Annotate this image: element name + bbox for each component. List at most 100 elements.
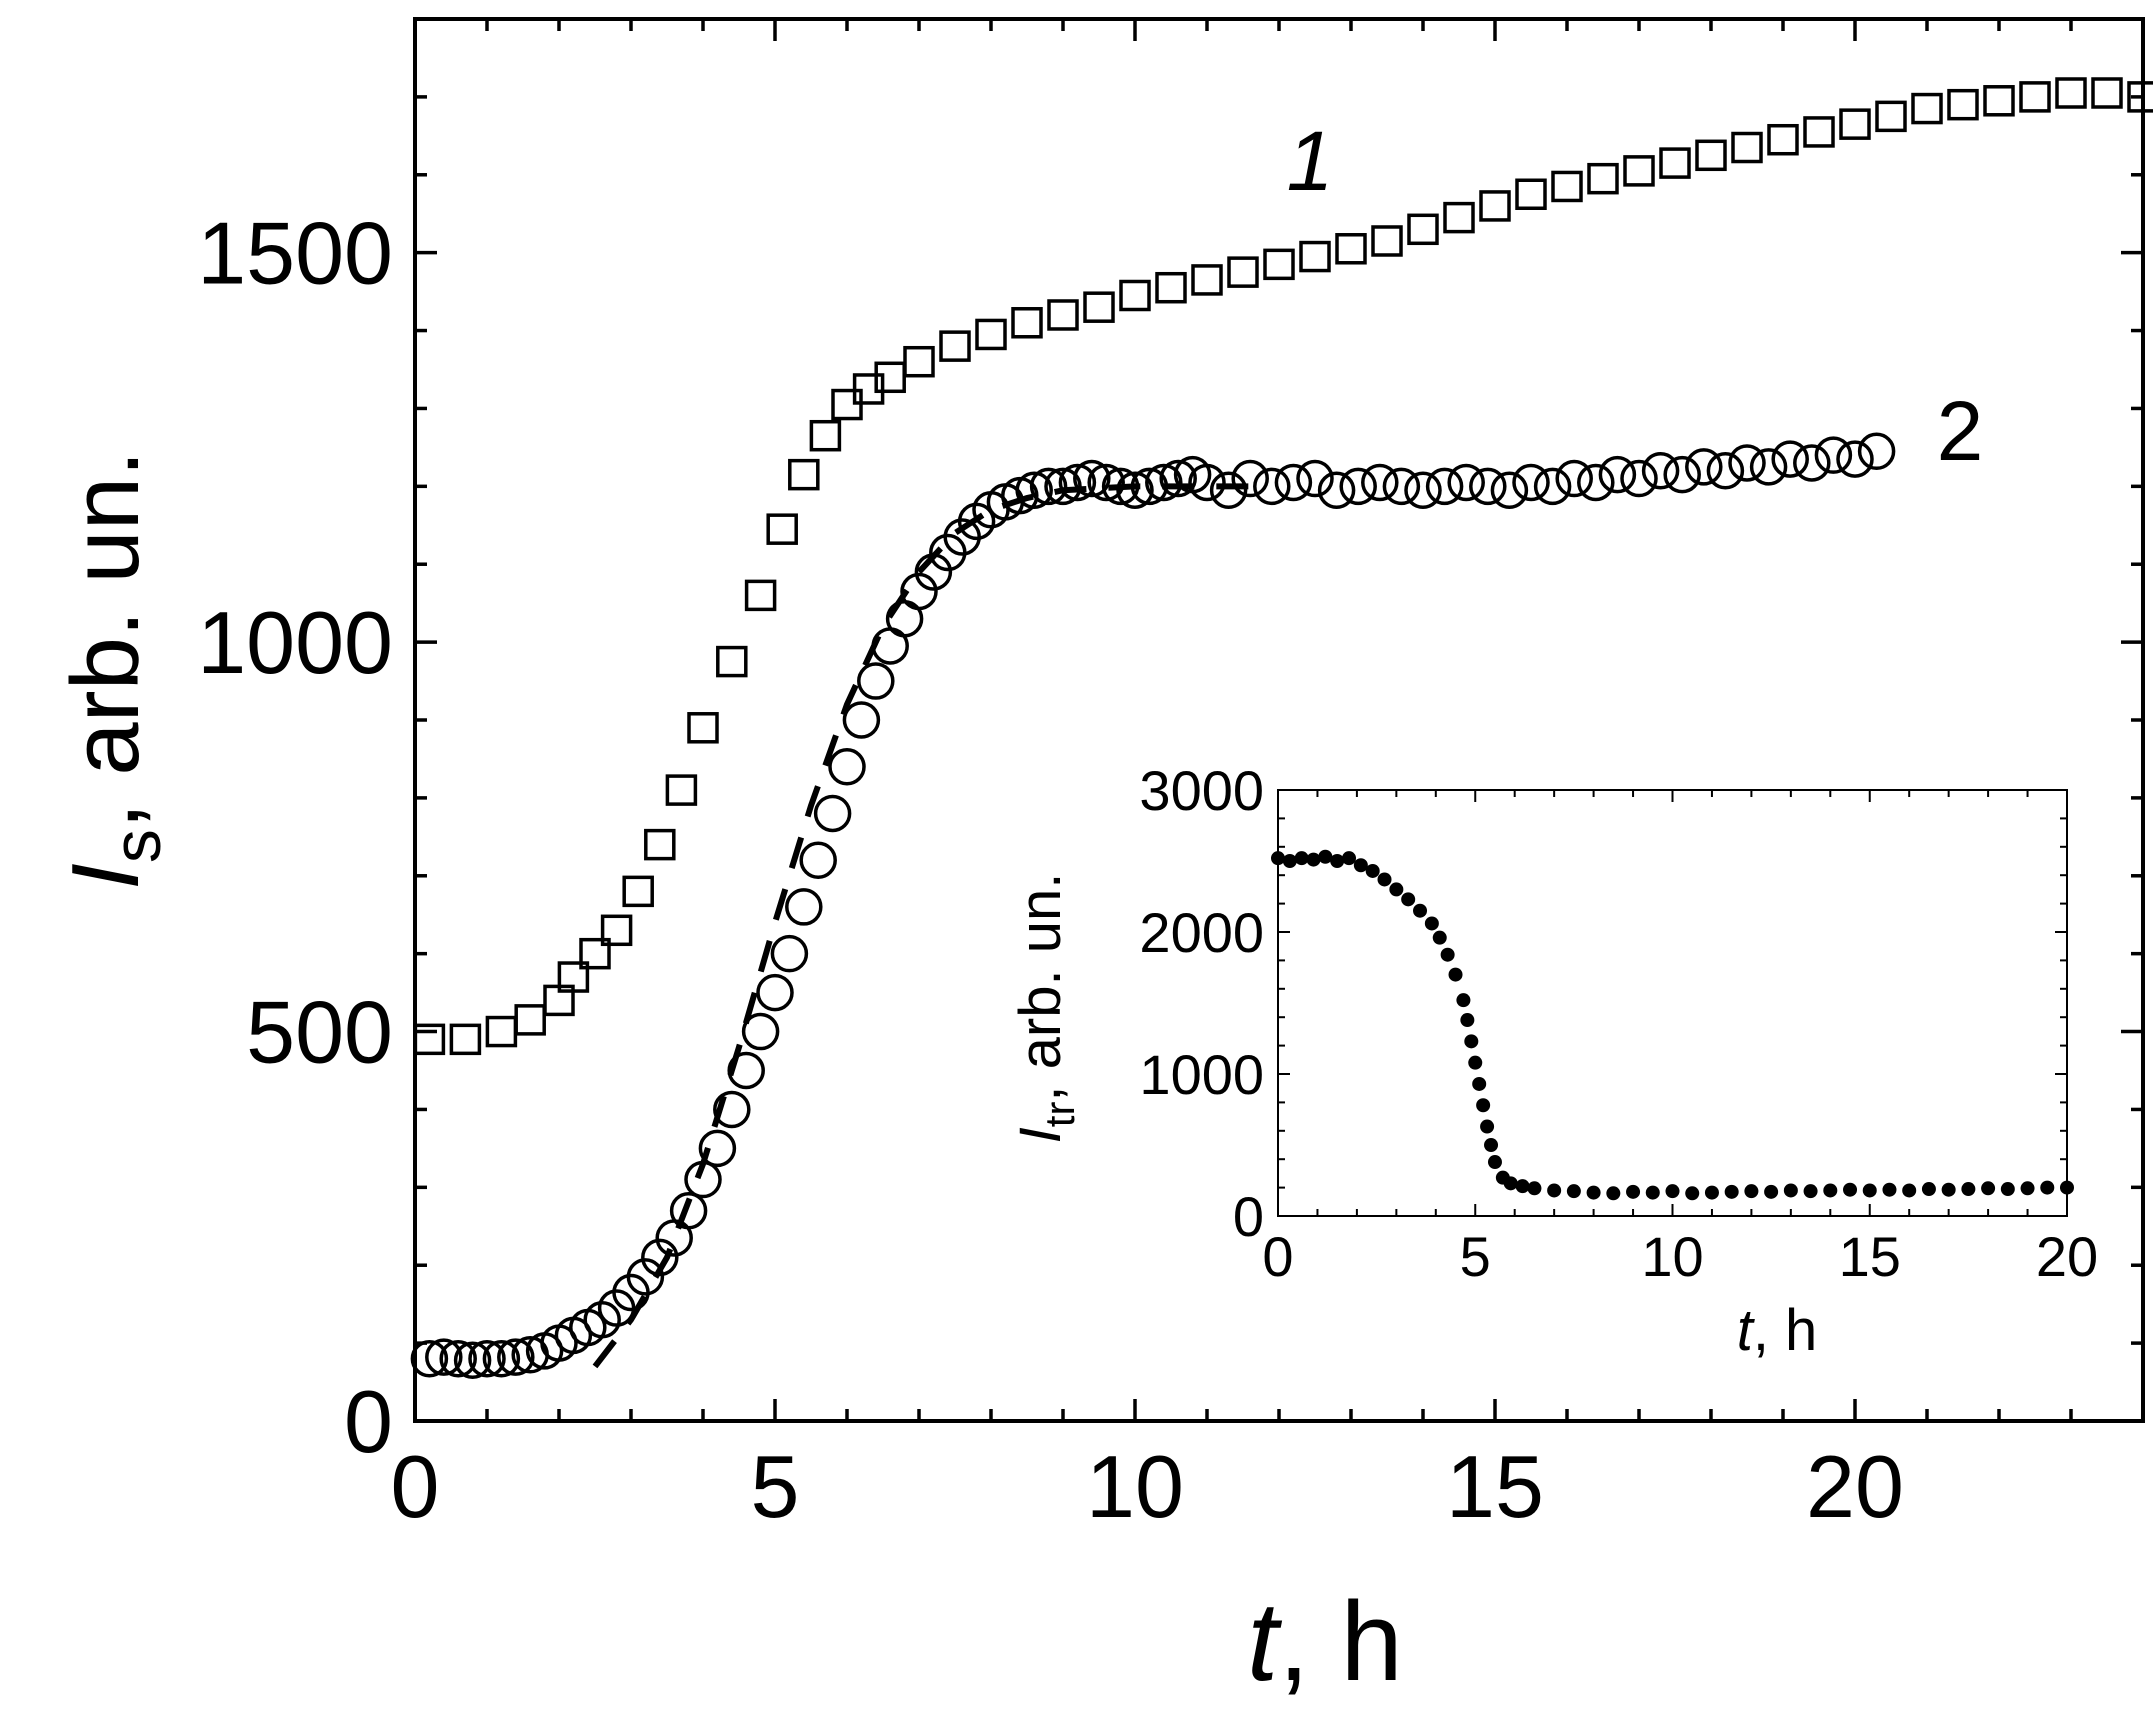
main-x-tick-label: 0 — [391, 1437, 440, 1536]
main-y-tick-label: 1000 — [197, 593, 393, 692]
main-series-2-point — [1253, 467, 1291, 506]
inset-x-axis-unit: , h — [1753, 1298, 1818, 1363]
inset-x-axis-label: t, h — [1737, 1298, 1818, 1363]
main-series-2-point — [1425, 467, 1464, 506]
main-series-2-point — [756, 973, 794, 1012]
inset-point — [1464, 1034, 1479, 1049]
main-series-1-point — [975, 318, 1007, 351]
main-series-1-point — [1335, 233, 1367, 265]
main-x-axis-var: t — [1247, 1579, 1282, 1704]
inset-y-tick-labels: 0 1000 2000 3000 — [1139, 759, 1264, 1248]
inset-point — [1527, 1181, 1542, 1196]
main-series-2-point — [1836, 440, 1874, 478]
main-series-2-point — [1533, 467, 1572, 506]
main-series-2-point — [1771, 440, 1809, 478]
inset-plot: 0 5 10 15 20 0 1000 2000 3000 t, h Itr, arb. un… — [1008, 759, 2098, 1363]
main-series-1-point — [1587, 162, 1619, 195]
main-series-2-markers — [410, 432, 1896, 1379]
main-series-1-point — [2091, 77, 2123, 109]
main-series-2-point — [1015, 471, 1053, 509]
inset-y-tick-label: 2000 — [1139, 901, 1264, 964]
inset-point — [1941, 1182, 1956, 1197]
main-series-1-point — [687, 712, 719, 744]
main-series-2-point — [1728, 444, 1766, 482]
main-series-2-point — [425, 1338, 463, 1376]
main-series-1-point — [1371, 225, 1403, 257]
main-series-2-point — [1317, 471, 1356, 509]
main-series-2-point — [497, 1338, 535, 1376]
main-series-2-point — [410, 1339, 449, 1378]
inset-point — [1432, 930, 1447, 945]
inset-point — [1902, 1183, 1917, 1198]
main-y-axis-sub: s — [99, 829, 175, 863]
inset-x-tick-label: 10 — [1641, 1225, 1703, 1288]
main-series-2-point — [1577, 463, 1615, 502]
inset-x-tick-label: 5 — [1460, 1225, 1491, 1288]
inset-y-axis-var: I — [1008, 1127, 1073, 1143]
main-series-1-point — [1227, 256, 1259, 288]
inset-y-axis-label: Itr, arb. un. — [1008, 873, 1083, 1144]
main-series-1-point — [622, 875, 654, 908]
inset-point — [1480, 1119, 1495, 1134]
main-series-2-point — [698, 1129, 737, 1168]
inset-point — [1547, 1183, 1562, 1198]
inset-point — [1515, 1179, 1530, 1194]
inset-point — [1353, 858, 1368, 873]
main-series-1-point — [788, 458, 820, 491]
main-series-1-point — [644, 828, 676, 861]
inset-x-tick-label: 0 — [1262, 1225, 1293, 1288]
inset-point — [1460, 1013, 1475, 1028]
main-series-2-point — [1685, 448, 1723, 486]
main-series-2-point — [1814, 436, 1853, 474]
main-series-1-point — [1011, 307, 1043, 339]
main-series-2-point — [1404, 471, 1442, 509]
main-series-2-point — [482, 1339, 521, 1378]
inset-point — [1476, 1098, 1491, 1113]
inset-point — [1704, 1185, 1719, 1200]
inset-point — [1843, 1182, 1858, 1197]
inset-y-axis-unit: , arb. un. — [1008, 873, 1073, 1102]
main-series-2-point — [1555, 459, 1593, 498]
main-y-axis-unit: , arb. un. — [52, 450, 159, 829]
main-series-2-point — [1087, 463, 1125, 502]
main-x-tick-label: 15 — [1446, 1437, 1544, 1536]
main-series-1-point — [1479, 190, 1511, 222]
inset-point — [1424, 916, 1439, 931]
main-series-1-point — [716, 645, 748, 678]
main-series-2-point — [1058, 463, 1097, 502]
inset-series-markers — [1271, 849, 2074, 1201]
inset-point — [1413, 903, 1428, 918]
inset-point — [2040, 1180, 2055, 1195]
main-series-1-point — [514, 1004, 546, 1036]
main-axis-ticks — [413, 17, 2145, 1423]
inset-point — [1645, 1185, 1660, 1200]
inset-point — [1342, 851, 1357, 866]
main-series-1-point — [1299, 240, 1331, 273]
main-series-2-point — [1620, 459, 1658, 498]
main-series-2-point — [1641, 452, 1680, 490]
main-series-1-markers — [413, 77, 2153, 1056]
inset-point — [1566, 1184, 1581, 1199]
inset-y-tick-label: 3000 — [1139, 759, 1264, 822]
inset-point — [1440, 947, 1455, 962]
main-x-axis-label: t, h — [1247, 1579, 1403, 1704]
inset-point — [1472, 1076, 1487, 1091]
main-series-2-point — [1339, 467, 1377, 506]
main-series-1-point — [1947, 88, 1979, 121]
inset-point — [1862, 1183, 1877, 1198]
inset-point — [1294, 851, 1309, 866]
inset-point — [2000, 1182, 2015, 1197]
inset-point — [1961, 1182, 1976, 1197]
main-series-2-point — [453, 1341, 492, 1379]
main-series-1-point — [1263, 248, 1295, 281]
inset-point — [1764, 1184, 1779, 1199]
main-series-1-point — [1083, 291, 1115, 323]
main-series-2-point — [857, 662, 895, 700]
inset-point — [1468, 1055, 1483, 1070]
inset-point — [1456, 993, 1471, 1008]
main-series-2-point — [1073, 459, 1111, 498]
inset-axis-ticks — [1277, 789, 2068, 1217]
inset-point — [1724, 1184, 1739, 1199]
